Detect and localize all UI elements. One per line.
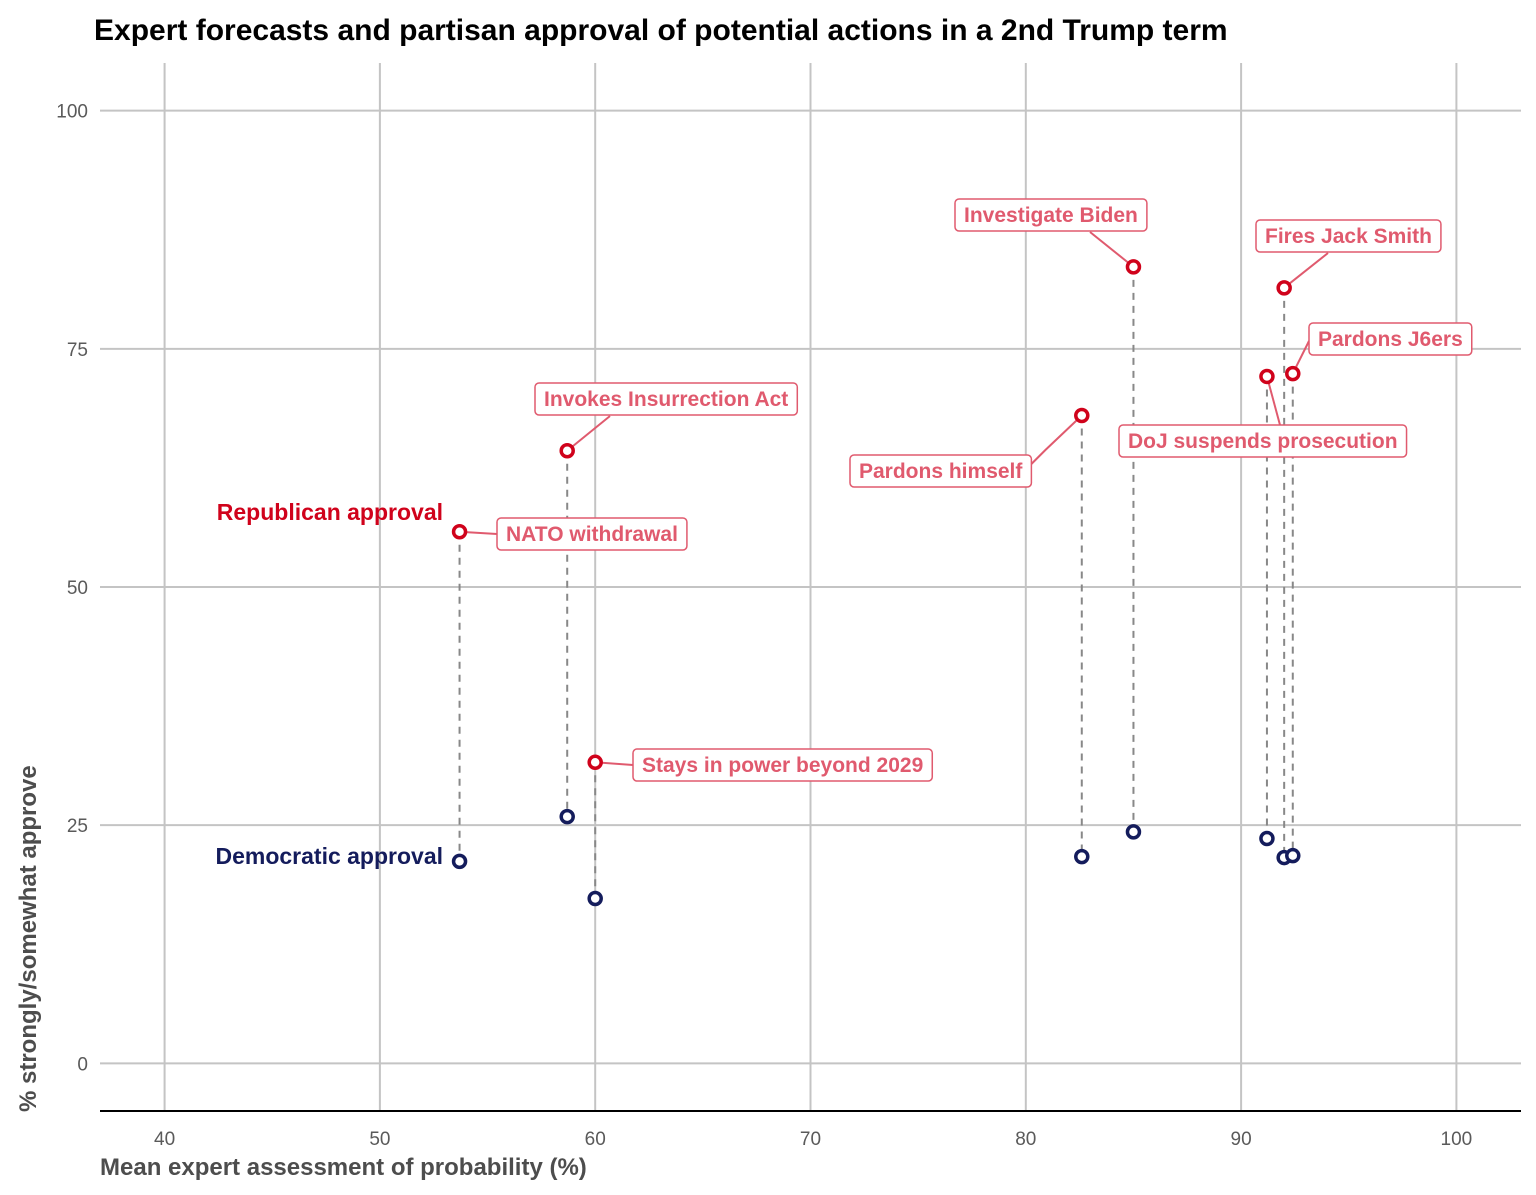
x-tick-label: 50 (369, 1129, 390, 1150)
democratic-point (1259, 830, 1275, 847)
point-label-box (1118, 424, 1408, 458)
republican-point (1125, 259, 1142, 275)
point-label-box (954, 198, 1148, 232)
y-tick-label: 100 (56, 102, 88, 123)
y-axis-title: % strongly/somewhat approve (15, 765, 42, 1112)
label-leader (566, 415, 611, 452)
republican-point (1276, 280, 1292, 296)
point-label-box (849, 454, 1033, 488)
democratic-point (559, 808, 575, 825)
republican-point (587, 754, 603, 771)
connector-layer (458, 266, 1294, 899)
republican-point (1285, 365, 1301, 382)
point-label: Fires Jack Smith (1265, 225, 1432, 248)
chart-title: Expert forecasts and partisan approval o… (94, 14, 1228, 47)
point-label: DoJ suspends prosecution (1128, 430, 1398, 453)
label-leader (1030, 414, 1083, 465)
tick-layer: 40 50 60 70 80 90 100 0 25 50 75 100 (56, 102, 1472, 1150)
republican-point (451, 523, 468, 540)
point-label: Pardons J6ers (1318, 328, 1463, 351)
label-leader (1265, 376, 1281, 426)
democratic-point (1285, 847, 1301, 864)
republican-point (1259, 368, 1275, 385)
republican-point (559, 443, 575, 459)
legend-republican: Republican approval (217, 499, 443, 525)
democratic-point (451, 853, 468, 870)
x-tick-label: 90 (1231, 1129, 1252, 1150)
point-layer (451, 259, 1301, 907)
y-tick-label: 0 (77, 1054, 88, 1075)
point-label: Stays in power beyond 2029 (642, 754, 923, 777)
y-tick-label: 50 (67, 578, 88, 599)
point-label-box (1308, 322, 1473, 356)
democratic-point (1125, 824, 1142, 840)
point-label: Invokes Insurrection Act (544, 388, 788, 411)
point-label-box (534, 382, 799, 416)
legend-democratic: Democratic approval (215, 843, 443, 869)
y-tick-label: 25 (67, 816, 88, 837)
point-label: Investigate Biden (964, 204, 1138, 227)
democratic-point (587, 890, 603, 907)
point-label: Pardons himself (859, 460, 1023, 483)
democratic-point (1074, 848, 1090, 865)
x-tick-label: 80 (1015, 1129, 1036, 1150)
x-axis-title: Mean expert assessment of probability (%… (100, 1154, 587, 1181)
label-leader (1283, 252, 1329, 289)
x-tick-label: 100 (1441, 1129, 1473, 1150)
leader-layer (459, 231, 1329, 766)
label-layer: NATO withdrawal Invokes Insurrection Act S… (496, 198, 1473, 782)
y-tick-label: 75 (67, 340, 88, 361)
point-label-box (1255, 219, 1442, 253)
x-tick-label: 70 (800, 1129, 821, 1150)
x-tick-label: 60 (585, 1129, 606, 1150)
republican-point (1074, 407, 1090, 424)
point-label: NATO withdrawal (506, 523, 678, 546)
point-label-box (632, 748, 934, 782)
label-leader (1089, 231, 1135, 268)
x-tick-label: 40 (154, 1129, 175, 1150)
point-label-box (496, 517, 688, 551)
